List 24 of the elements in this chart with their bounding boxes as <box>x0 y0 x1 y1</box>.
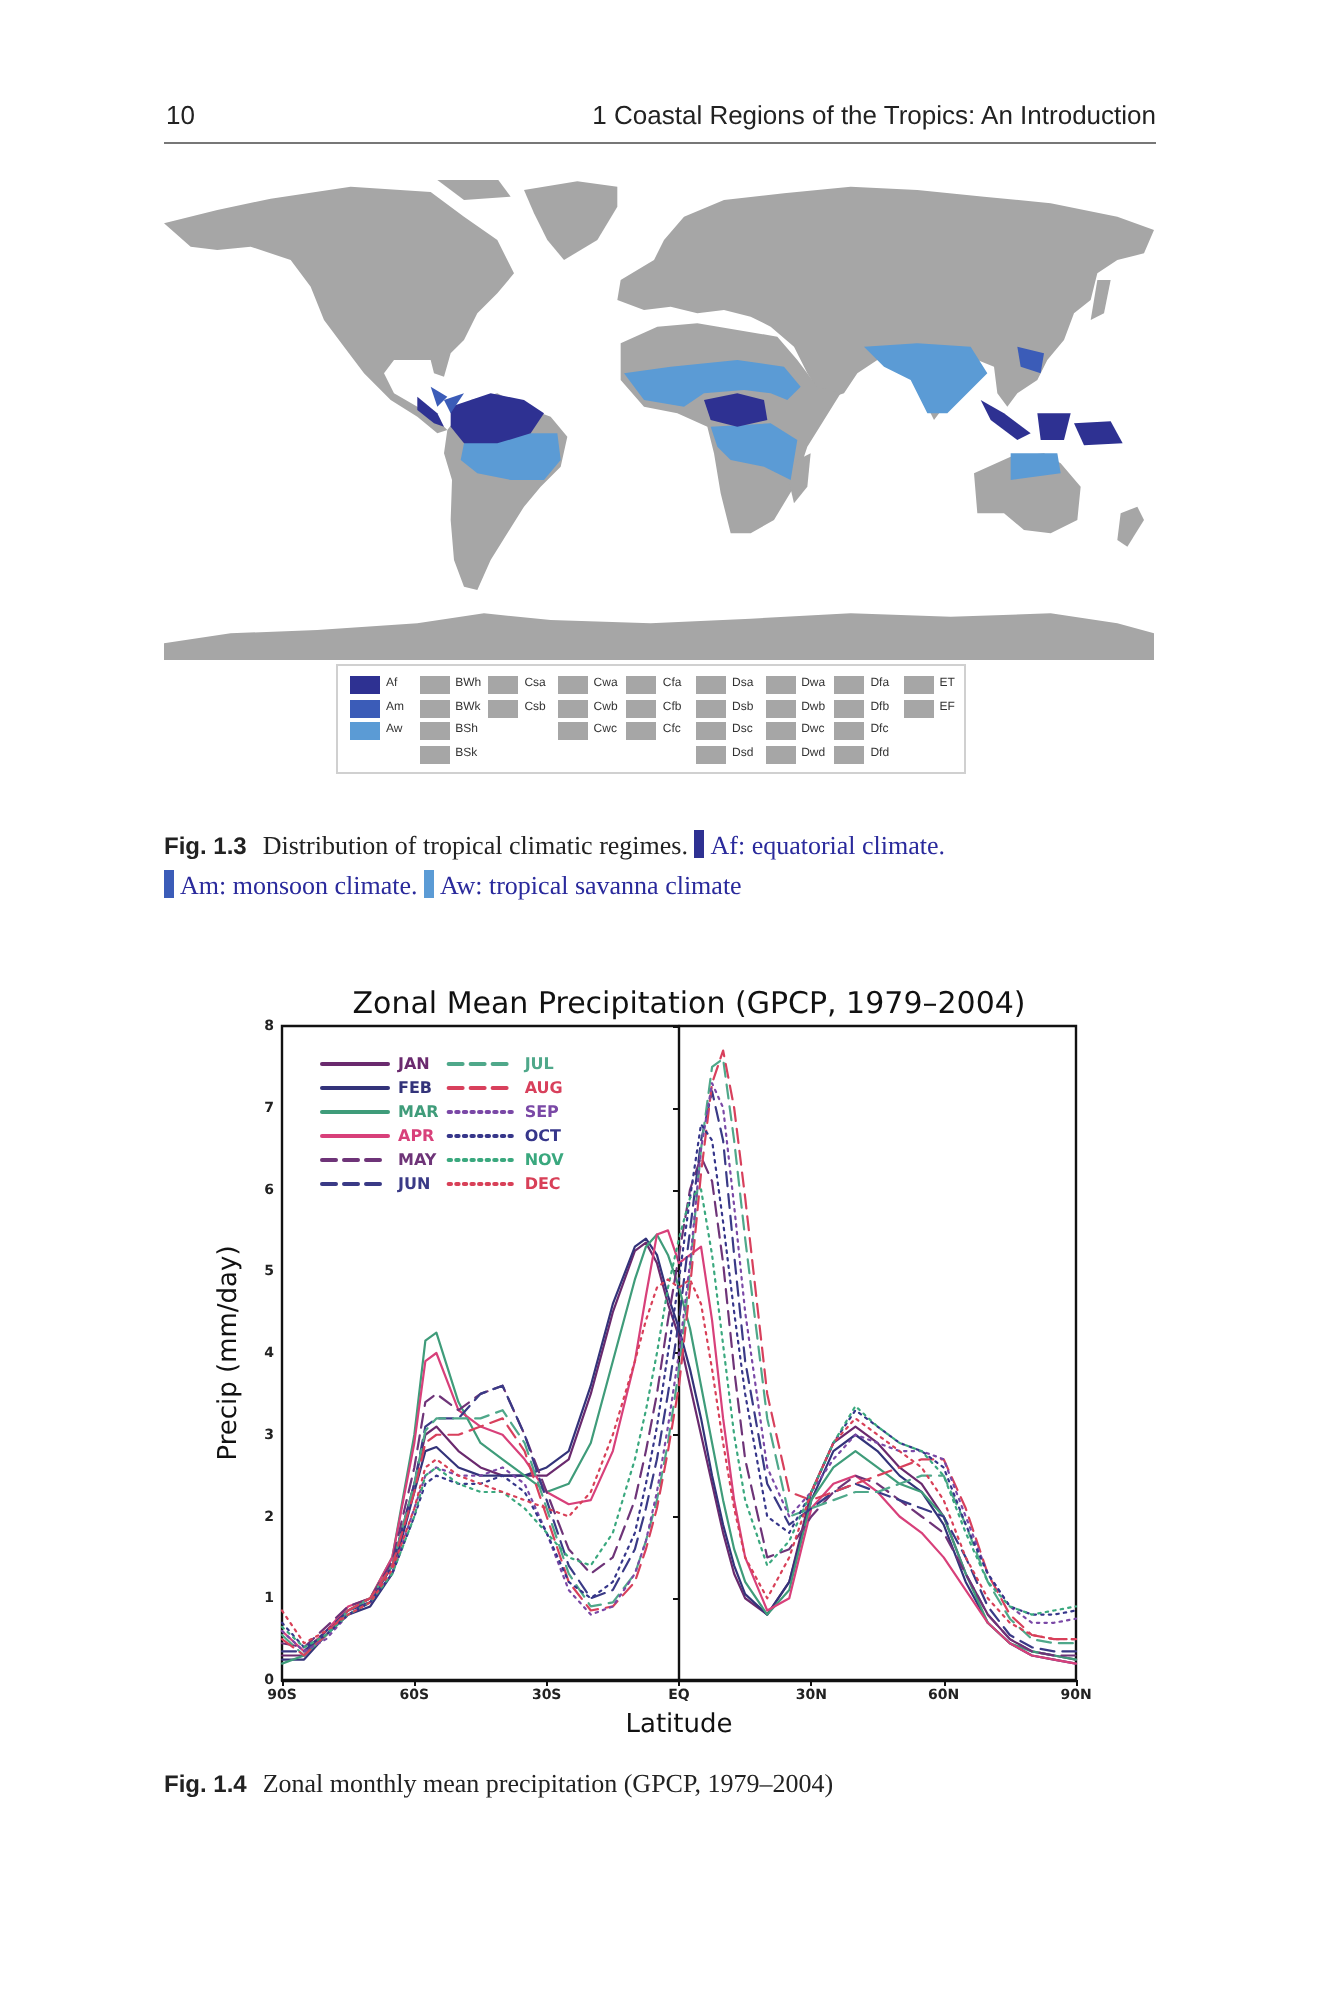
legend-label: FEB <box>398 1079 433 1097</box>
text: 10 <box>166 100 195 130</box>
legend-label: NOV <box>524 1151 566 1169</box>
text: Af: equatorial climate. <box>710 830 946 860</box>
text: Am: monsoon climate. <box>180 870 418 900</box>
y-axis-title: Precip (mm/day) <box>214 1245 245 1461</box>
text: Zonal monthly mean precipitation (GPCP, 1979–2004) <box>262 1768 834 1798</box>
legend-label: JUL <box>522 1055 554 1073</box>
legend-label: AUG <box>524 1079 563 1097</box>
legend-label: SEP <box>524 1103 560 1121</box>
text: Aw: tropical savanna climate <box>440 870 742 900</box>
legend-label: JUN <box>396 1175 431 1193</box>
legend-label: MAY <box>398 1151 437 1169</box>
legend-label: APR <box>398 1127 435 1145</box>
legend-label: DEC <box>524 1175 561 1193</box>
chart-title: Zonal Mean Precipitation (GPCP, 1979–2004) <box>352 985 1026 1021</box>
text: 1 Coastal Regions of the Tropics: An Introduction <box>592 100 1156 130</box>
x-axis-title: Latitude <box>625 1709 733 1740</box>
caption: Fig. 1.4 <box>164 1770 247 1798</box>
legend-label: JAN <box>396 1055 430 1073</box>
text: Distribution of tropical climatic regimes. <box>262 830 690 860</box>
caption: Fig. 1.3 <box>164 832 247 860</box>
legend-label: OCT <box>524 1127 562 1145</box>
legend-label: MAR <box>398 1103 439 1121</box>
